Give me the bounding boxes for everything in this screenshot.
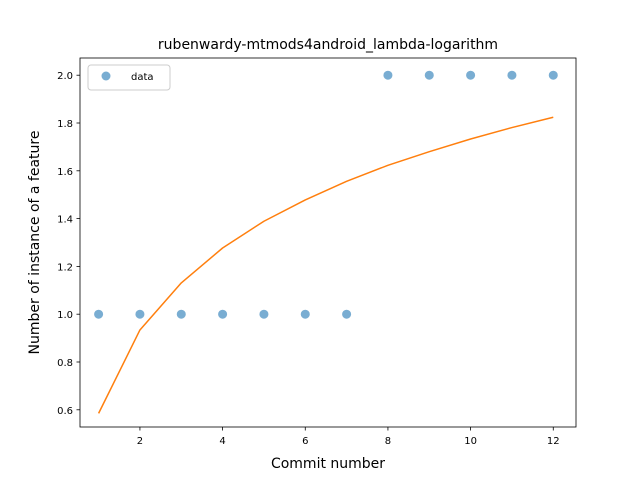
legend-box	[87, 64, 171, 91]
x-tick-label: 4	[219, 436, 225, 447]
data-point	[176, 309, 186, 319]
data-point	[342, 309, 352, 319]
data-point	[135, 309, 145, 319]
data-point	[548, 70, 558, 80]
chart-title: rubenwardy-mtmods4android_lambda-logarit…	[158, 37, 498, 53]
data-point	[424, 70, 434, 80]
legend-marker-data	[101, 71, 111, 81]
y-tick-label: 1.2	[57, 262, 73, 273]
x-axis: 2 4 6 8 10 12	[137, 427, 560, 447]
y-axis: 0.6 0.8 1.0 1.2 1.4 1.6 1.8 2.0	[57, 71, 80, 417]
data-point	[300, 309, 310, 319]
data-point	[507, 70, 517, 80]
plot-area	[94, 70, 558, 414]
axes-frame	[79, 57, 577, 428]
x-tick-label: 12	[547, 436, 560, 447]
fit-line	[97, 116, 554, 414]
y-tick-label: 1.6	[57, 167, 73, 178]
y-tick-label: 2.0	[57, 71, 73, 82]
x-tick-label: 8	[385, 436, 391, 447]
legend-label-data: data	[131, 72, 154, 83]
x-tick-label: 10	[464, 436, 477, 447]
y-tick-label: 1.0	[57, 310, 73, 321]
y-tick-label: 1.4	[57, 215, 73, 226]
x-tick-label: 2	[137, 436, 143, 447]
y-tick-label: 1.8	[57, 119, 73, 130]
data-point	[466, 70, 476, 80]
x-axis-title: Commit number	[271, 456, 385, 472]
y-tick-label: 0.6	[57, 406, 73, 417]
x-tick-label: 6	[302, 436, 308, 447]
legend: data	[87, 64, 171, 91]
data-point	[218, 309, 228, 319]
data-point	[259, 309, 269, 319]
y-tick-label: 0.8	[57, 358, 73, 369]
data-point	[383, 70, 393, 80]
y-axis-title: Number of instance of a feature	[27, 131, 43, 355]
data-point	[94, 309, 104, 319]
